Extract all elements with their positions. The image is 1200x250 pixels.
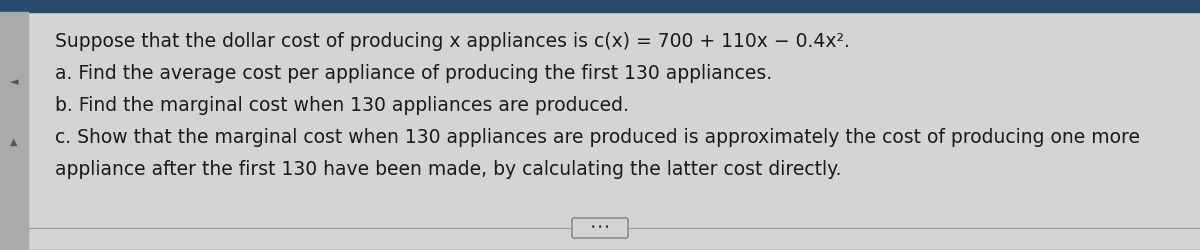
Text: Suppose that the dollar cost of producing x appliances is c(x) = 700 + 110x − 0.: Suppose that the dollar cost of producin… [55, 32, 850, 51]
Text: b. Find the marginal cost when 130 appliances are produced.: b. Find the marginal cost when 130 appli… [55, 96, 629, 115]
Bar [0, 12, 28, 250]
Text: c. Show that the marginal cost when 130 appliances are produced is approximately: c. Show that the marginal cost when 130 … [55, 128, 1140, 147]
FancyBboxPatch shape [572, 218, 628, 238]
Text: • • •: • • • [590, 224, 610, 232]
Text: ▲: ▲ [11, 137, 18, 147]
Text: a. Find the average cost per appliance of producing the first 130 appliances.: a. Find the average cost per appliance o… [55, 64, 772, 83]
Text: ◄: ◄ [10, 77, 18, 87]
Bar [0, 0, 1200, 12]
Text: appliance after the first 130 have been made, by calculating the latter cost dir: appliance after the first 130 have been … [55, 160, 841, 179]
